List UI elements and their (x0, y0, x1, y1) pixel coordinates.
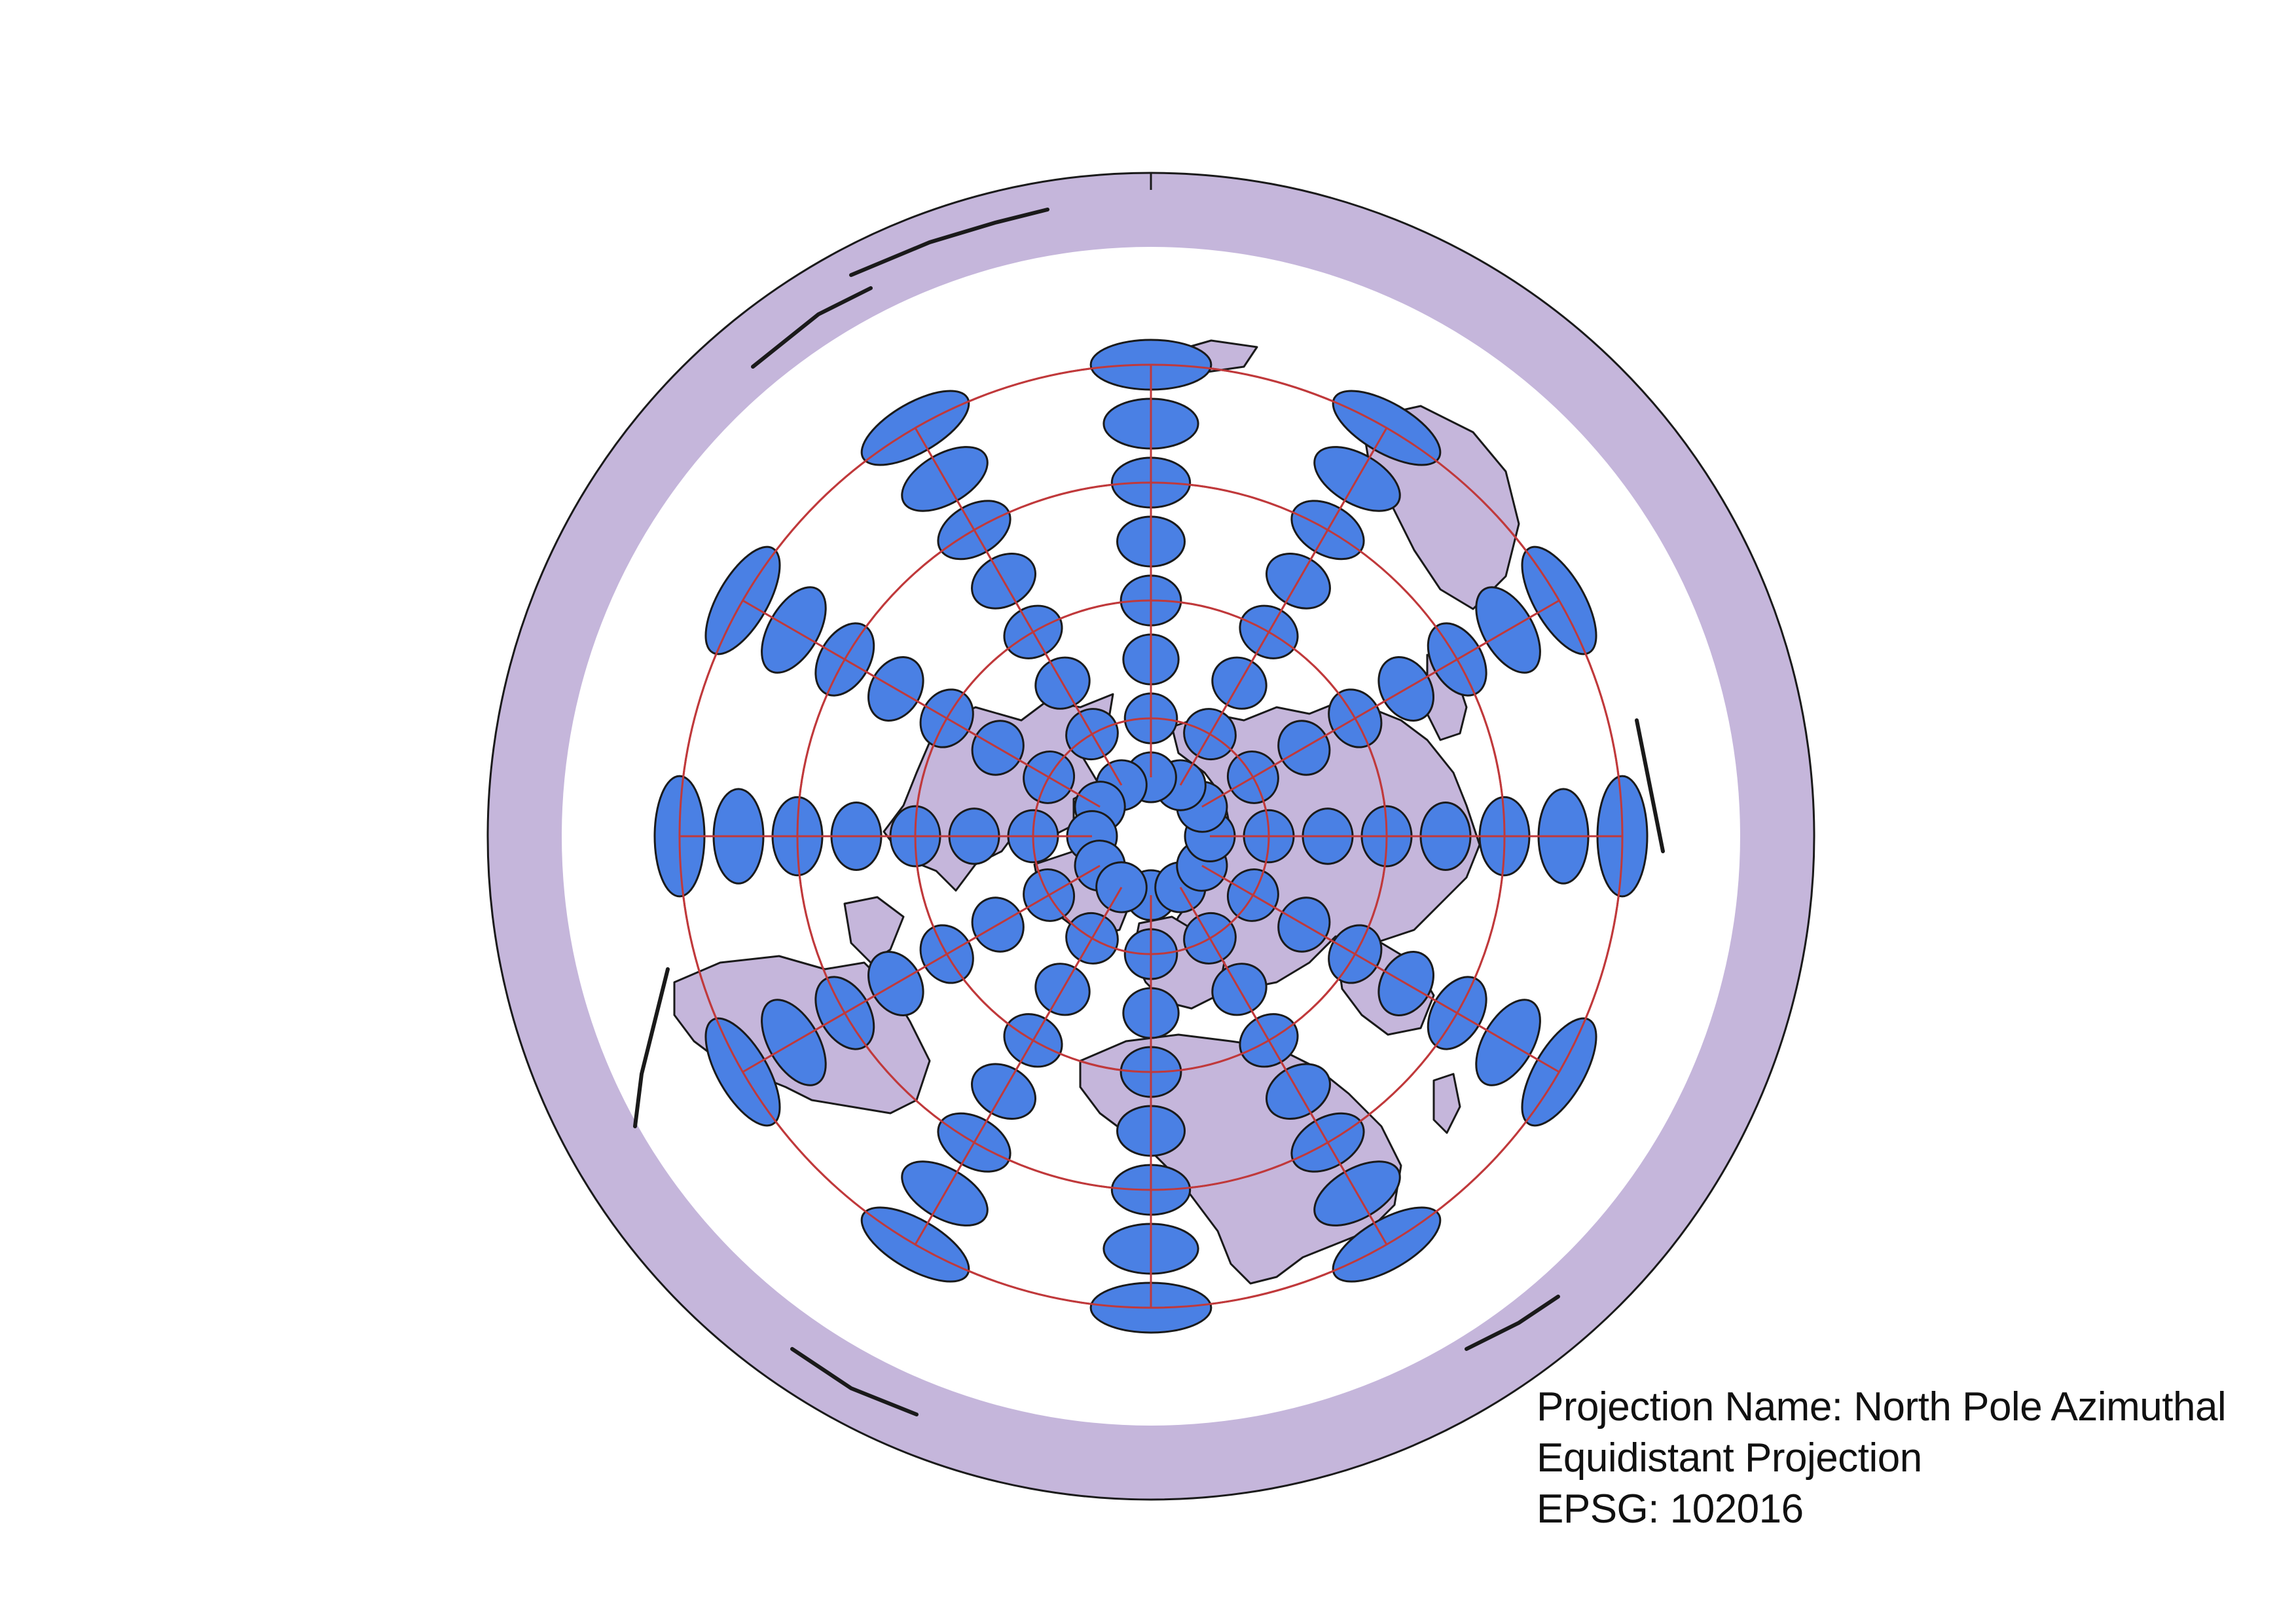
graticule-meridian (1179, 427, 1388, 786)
graticule-meridian (1179, 887, 1388, 1246)
antarctic-coastline (633, 208, 1665, 1416)
landmass-central-america (843, 896, 905, 964)
graticule-meridian (742, 864, 1101, 1073)
graticule-meridian (742, 599, 1101, 808)
graticule-meridian (1201, 864, 1560, 1073)
caption-line-1: Projection Name: North Pole Azimuthal (1537, 1384, 2227, 1430)
graticule-meridian (914, 427, 1123, 786)
caption-line-2: Equidistant Projection (1537, 1435, 1922, 1481)
graticule-meridian (914, 887, 1123, 1246)
graticule-overlay (678, 363, 1624, 1309)
projection-caption: Projection Name: North Pole Azimuthal Eq… (1537, 1382, 2227, 1535)
graticule-meridian (1201, 599, 1560, 808)
landmass-madagascar (1432, 1073, 1461, 1134)
caption-line-3: EPSG: 102016 (1537, 1486, 1804, 1532)
